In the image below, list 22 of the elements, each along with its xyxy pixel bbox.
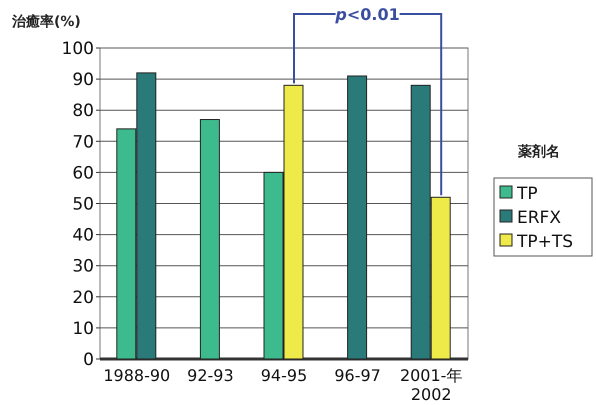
- x-tick-label: 1988-90: [103, 366, 170, 385]
- y-tick-label: 20: [72, 288, 94, 308]
- y-tick-label: 100: [62, 39, 94, 59]
- y-tick-label: 0: [83, 350, 94, 370]
- y-tick-label: 90: [72, 70, 94, 90]
- text: p<0.01: [334, 5, 400, 24]
- y-axis-title: 治癒率(%): [11, 13, 81, 30]
- x-tick-label: 2001-年 2002: [400, 366, 462, 404]
- y-tick-label: 40: [72, 226, 94, 246]
- x-tick-label: 96-97: [334, 366, 381, 385]
- x-tick-label: 94-95: [260, 366, 308, 385]
- legend-label: TP: [516, 184, 538, 204]
- y-tick-label: 80: [72, 101, 94, 122]
- y-tick-label: 10: [72, 318, 94, 339]
- legend-title: 薬剤名: [517, 143, 560, 160]
- y-tick-label: 70: [72, 132, 94, 152]
- x-tick-label: 92-93: [187, 366, 234, 385]
- y-tick-label: 50: [72, 194, 94, 214]
- legend-label: ERFX: [517, 208, 562, 228]
- y-tick-label: 30: [72, 256, 94, 277]
- legend-label: TP+TS: [516, 232, 574, 252]
- y-tick-label: 60: [72, 163, 94, 184]
